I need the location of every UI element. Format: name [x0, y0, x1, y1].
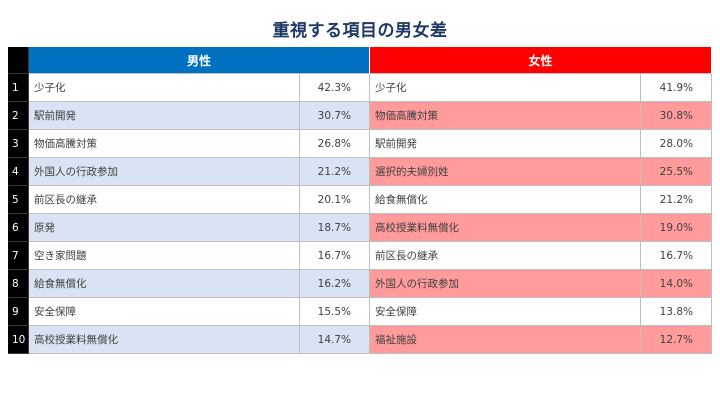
male-value-cell: 30.7%	[300, 102, 370, 130]
header-row: 男性 女性	[8, 47, 712, 74]
rank-cell: 2	[8, 102, 29, 130]
male-item-cell: 物価高騰対策	[29, 130, 300, 158]
male-item-cell: 給食無償化	[29, 270, 300, 298]
male-item-cell: 外国人の行政参加	[29, 158, 300, 186]
male-value-cell: 15.5%	[300, 298, 370, 326]
female-value-cell: 41.9%	[641, 74, 712, 102]
male-value-cell: 14.7%	[300, 326, 370, 354]
rank-header-cell	[8, 47, 29, 74]
male-value-cell: 21.2%	[300, 158, 370, 186]
male-value-cell: 16.2%	[300, 270, 370, 298]
male-item-cell: 前区長の継承	[29, 186, 300, 214]
male-value-cell: 16.7%	[300, 242, 370, 270]
female-item-cell: 前区長の継承	[370, 242, 641, 270]
female-value-cell: 25.5%	[641, 158, 712, 186]
male-item-cell: 少子化	[29, 74, 300, 102]
rank-cell: 9	[8, 298, 29, 326]
table-row: 8 給食無償化 16.2% 外国人の行政参加 14.0%	[8, 270, 712, 298]
comparison-table: 男性 女性 1 少子化 42.3% 少子化 41.9% 2 駅前開発 30.7% 物価高騰対策 3…	[8, 47, 712, 354]
female-item-cell: 安全保障	[370, 298, 641, 326]
table-row: 7 空き家問題 16.7% 前区長の継承 16.7%	[8, 242, 712, 270]
male-item-cell: 安全保障	[29, 298, 300, 326]
female-header: 女性	[370, 47, 712, 74]
rank-cell: 1	[8, 74, 29, 102]
female-value-cell: 21.2%	[641, 186, 712, 214]
table-row: 6 原発 18.7% 高校授業料無償化 19.0%	[8, 214, 712, 242]
female-value-cell: 16.7%	[641, 242, 712, 270]
female-item-cell: 少子化	[370, 74, 641, 102]
male-value-cell: 26.8%	[300, 130, 370, 158]
female-value-cell: 19.0%	[641, 214, 712, 242]
male-item-cell: 原発	[29, 214, 300, 242]
male-value-cell: 20.1%	[300, 186, 370, 214]
table-row: 4 外国人の行政参加 21.2% 選択的夫婦別姓 25.5%	[8, 158, 712, 186]
female-item-cell: 物価高騰対策	[370, 102, 641, 130]
female-item-cell: 福祉施設	[370, 326, 641, 354]
female-value-cell: 12.7%	[641, 326, 712, 354]
male-item-cell: 駅前開発	[29, 102, 300, 130]
female-item-cell: 給食無償化	[370, 186, 641, 214]
table-row: 1 少子化 42.3% 少子化 41.9%	[8, 74, 712, 102]
female-value-cell: 13.8%	[641, 298, 712, 326]
male-item-cell: 高校授業料無償化	[29, 326, 300, 354]
rank-cell: 6	[8, 214, 29, 242]
rank-cell: 8	[8, 270, 29, 298]
rank-cell: 3	[8, 130, 29, 158]
table-row: 3 物価高騰対策 26.8% 駅前開発 28.0%	[8, 130, 712, 158]
female-value-cell: 30.8%	[641, 102, 712, 130]
table-row: 5 前区長の継承 20.1% 給食無償化 21.2%	[8, 186, 712, 214]
female-value-cell: 14.0%	[641, 270, 712, 298]
rank-cell: 4	[8, 158, 29, 186]
male-value-cell: 42.3%	[300, 74, 370, 102]
female-item-cell: 高校授業料無償化	[370, 214, 641, 242]
rank-cell: 10	[8, 326, 29, 354]
table-row: 2 駅前開発 30.7% 物価高騰対策 30.8%	[8, 102, 712, 130]
rank-cell: 7	[8, 242, 29, 270]
page-title: 重視する項目の男女差	[272, 21, 448, 41]
male-item-cell: 空き家問題	[29, 242, 300, 270]
female-item-cell: 外国人の行政参加	[370, 270, 641, 298]
male-header: 男性	[29, 47, 370, 74]
male-value-cell: 18.7%	[300, 214, 370, 242]
rank-cell: 5	[8, 186, 29, 214]
table-body: 1 少子化 42.3% 少子化 41.9% 2 駅前開発 30.7% 物価高騰対策 30.8% 3 物…	[8, 74, 712, 354]
female-value-cell: 28.0%	[641, 130, 712, 158]
table-row: 9 安全保障 15.5% 安全保障 13.8%	[8, 298, 712, 326]
female-item-cell: 駅前開発	[370, 130, 641, 158]
table-row: 10 高校授業料無償化 14.7% 福祉施設 12.7%	[8, 326, 712, 354]
female-item-cell: 選択的夫婦別姓	[370, 158, 641, 186]
